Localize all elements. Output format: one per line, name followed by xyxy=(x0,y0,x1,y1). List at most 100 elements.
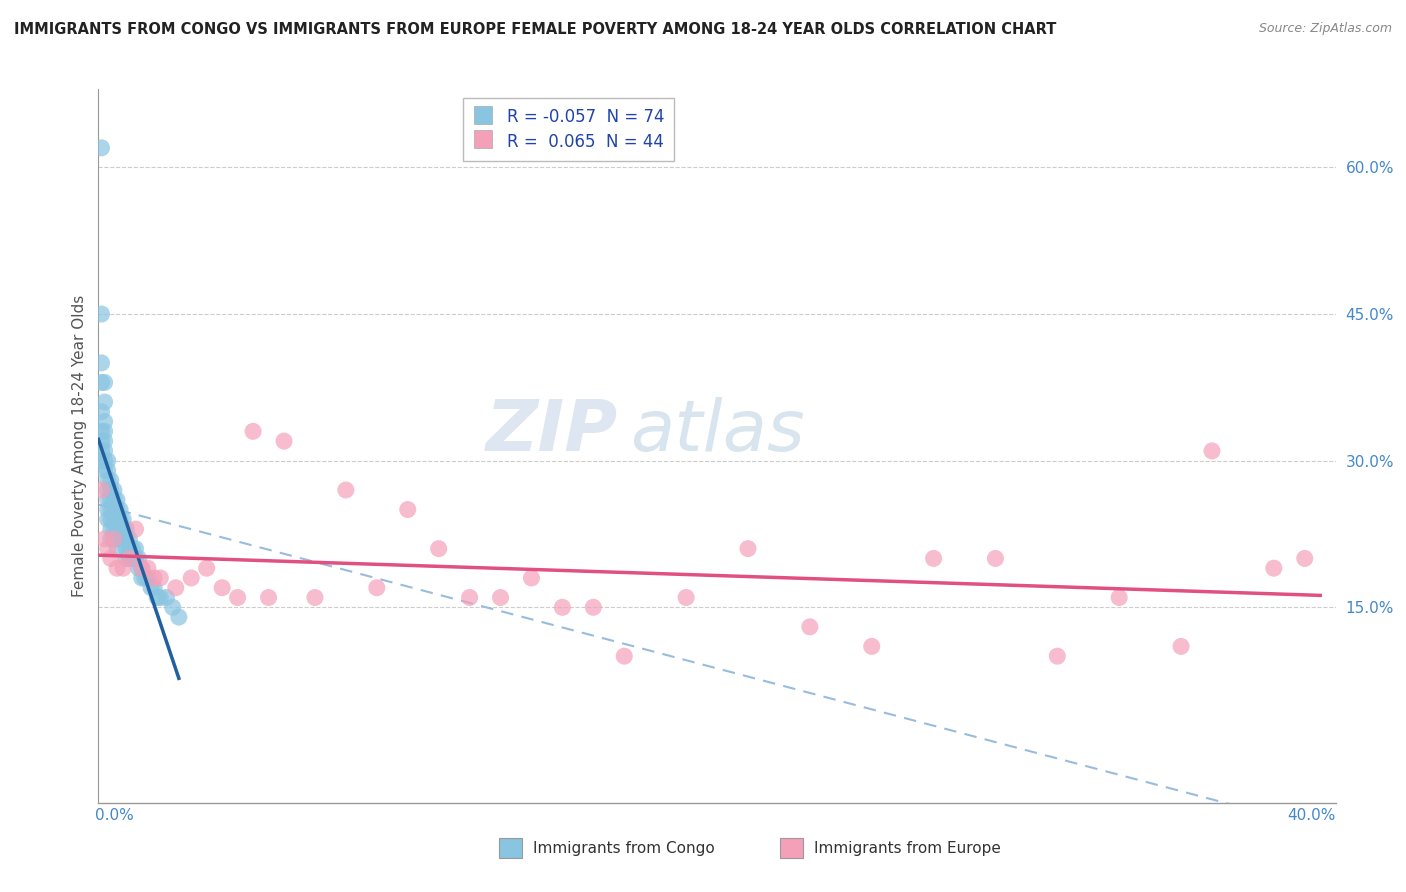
Point xyxy=(90,434,112,449)
Point xyxy=(90,453,112,467)
Point xyxy=(226,591,249,605)
Point xyxy=(100,551,122,566)
Point xyxy=(128,551,150,566)
Point xyxy=(165,581,187,595)
Point xyxy=(131,561,153,575)
Point xyxy=(108,532,131,546)
Point xyxy=(103,532,125,546)
Bar xyxy=(780,838,803,858)
Point xyxy=(124,551,146,566)
Point xyxy=(105,502,128,516)
Point xyxy=(100,512,122,526)
Point xyxy=(273,434,295,449)
Point xyxy=(551,600,574,615)
Point xyxy=(115,551,138,566)
Point xyxy=(97,512,120,526)
Point xyxy=(860,640,883,654)
Point xyxy=(257,591,280,605)
Point xyxy=(167,610,190,624)
Point xyxy=(105,532,128,546)
Legend: R = -0.057  N = 74, R =  0.065  N = 44: R = -0.057 N = 74, R = 0.065 N = 44 xyxy=(463,97,673,161)
Point xyxy=(100,483,122,497)
Point xyxy=(100,532,122,546)
Point xyxy=(613,649,636,664)
Point xyxy=(100,502,122,516)
Text: Immigrants from Europe: Immigrants from Europe xyxy=(814,841,1001,855)
Point xyxy=(242,425,264,439)
Point xyxy=(103,522,125,536)
Point xyxy=(124,522,146,536)
Point xyxy=(100,522,122,536)
Point xyxy=(100,473,122,487)
Point xyxy=(90,307,112,321)
Point xyxy=(93,463,115,477)
Point xyxy=(304,591,326,605)
Point xyxy=(984,551,1007,566)
Point xyxy=(143,571,166,585)
Point xyxy=(90,141,112,155)
Point xyxy=(155,591,177,605)
Point xyxy=(162,600,184,615)
Point xyxy=(103,512,125,526)
Point xyxy=(180,571,202,585)
Point xyxy=(93,376,115,390)
Point xyxy=(112,512,135,526)
Point xyxy=(115,532,138,546)
Point xyxy=(97,473,120,487)
Point xyxy=(118,551,141,566)
Point xyxy=(396,502,419,516)
Point xyxy=(139,581,162,595)
Point xyxy=(97,453,120,467)
Point xyxy=(115,541,138,556)
Point xyxy=(108,522,131,536)
Point xyxy=(737,541,759,556)
Point xyxy=(105,522,128,536)
Point xyxy=(118,541,141,556)
Point xyxy=(131,561,153,575)
Point xyxy=(366,581,388,595)
Point xyxy=(105,512,128,526)
Point xyxy=(128,561,150,575)
Point xyxy=(105,561,128,575)
Point xyxy=(520,571,543,585)
Point xyxy=(195,561,218,575)
Text: Source: ZipAtlas.com: Source: ZipAtlas.com xyxy=(1258,22,1392,36)
Point xyxy=(1046,649,1069,664)
Point xyxy=(149,571,172,585)
Point xyxy=(90,483,112,497)
Point xyxy=(90,356,112,370)
Point xyxy=(97,541,120,556)
Point xyxy=(582,600,605,615)
Point xyxy=(149,591,172,605)
Point xyxy=(118,532,141,546)
Point xyxy=(1201,443,1223,458)
Bar xyxy=(499,838,522,858)
Point xyxy=(93,453,115,467)
Point xyxy=(105,492,128,507)
Point xyxy=(97,483,120,497)
Point xyxy=(1294,551,1316,566)
Point xyxy=(124,541,146,556)
Point xyxy=(115,522,138,536)
Point xyxy=(799,620,821,634)
Point xyxy=(335,483,357,497)
Point xyxy=(97,502,120,516)
Point xyxy=(131,571,153,585)
Y-axis label: Female Poverty Among 18-24 Year Olds: Female Poverty Among 18-24 Year Olds xyxy=(72,295,87,597)
Point xyxy=(675,591,697,605)
Point xyxy=(112,522,135,536)
Point xyxy=(103,532,125,546)
Point xyxy=(93,425,115,439)
Point xyxy=(489,591,512,605)
Point xyxy=(112,532,135,546)
Point xyxy=(121,551,143,566)
Point xyxy=(134,571,156,585)
Text: 0.0%: 0.0% xyxy=(96,807,134,822)
Point xyxy=(93,434,115,449)
Point xyxy=(1263,561,1285,575)
Point xyxy=(121,541,143,556)
Point xyxy=(90,405,112,419)
Text: atlas: atlas xyxy=(630,397,806,467)
Point xyxy=(427,541,450,556)
Point xyxy=(103,483,125,497)
